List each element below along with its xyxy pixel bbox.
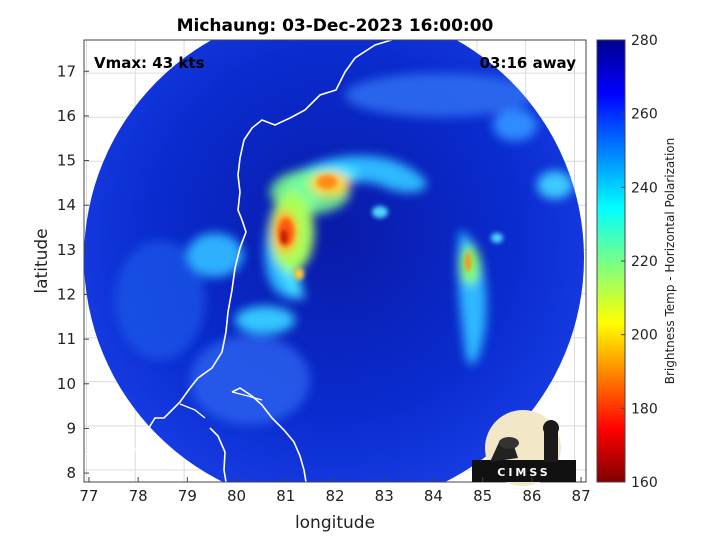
colorbar-tick-label: 200 (631, 328, 658, 344)
colorbar-tick-label: 220 (631, 254, 658, 270)
coastline (84, 40, 395, 467)
y-tick-label: 9 (66, 419, 76, 437)
x-tick-label: 85 (473, 487, 492, 505)
y-axis-label: latitude (32, 228, 52, 293)
colorbar-gradient (596, 39, 626, 483)
y-tick-label: 15 (57, 152, 76, 170)
x-tick-label: 87 (572, 487, 591, 505)
cimss-logo: CIMSS (472, 410, 576, 486)
x-tick-label: 83 (375, 487, 394, 505)
chart-title: Michaung: 03-Dec-2023 16:00:00 (177, 16, 494, 36)
colorbar-label: Brightness Temp - Horizontal Polarizatio… (663, 138, 677, 385)
x-tick-label: 82 (325, 487, 344, 505)
colorbar: 280 260 240 220 200 180 160 Brightness Temp - … (596, 33, 677, 491)
colorbar-tick-label: 160 (631, 475, 658, 491)
y-tick-label: 8 (66, 464, 76, 482)
map-plot-area: Vmax: 43 kts 03:16 away CIMSS (83, 39, 587, 486)
coastline-sri-lanka (231, 387, 307, 482)
brightness-temperature-swath (84, 40, 584, 482)
y-tick-label: 11 (57, 330, 76, 348)
x-tick-label: 79 (178, 487, 197, 505)
colorbar-tick-label: 180 (631, 401, 658, 417)
y-tick-label: 16 (57, 107, 76, 125)
x-axis-label: longitude (295, 513, 375, 533)
colorbar-tick-label: 280 (631, 33, 658, 49)
y-axis-ticks: 8 9 10 11 12 13 14 15 16 17 (57, 62, 89, 482)
colorbar-ticks: 280 260 240 220 200 180 160 (621, 33, 658, 491)
y-tick-label: 13 (57, 241, 76, 259)
colorbar-tick-label: 260 (631, 107, 658, 123)
time-away-label: 03:16 away (480, 54, 577, 72)
vmax-label: Vmax: 43 kts (94, 54, 204, 72)
cimss-logo-text: CIMSS (497, 466, 550, 479)
x-tick-label: 77 (79, 487, 98, 505)
x-tick-label: 84 (424, 487, 443, 505)
y-tick-label: 10 (57, 375, 76, 393)
x-tick-label: 80 (227, 487, 246, 505)
x-tick-label: 86 (522, 487, 541, 505)
y-tick-label: 17 (57, 62, 76, 80)
x-tick-label: 81 (276, 487, 295, 505)
colorbar-tick-label: 240 (631, 180, 658, 196)
y-tick-label: 12 (57, 285, 76, 303)
y-tick-label: 14 (57, 196, 76, 214)
x-axis-ticks: 77 78 79 80 81 82 83 84 85 86 87 (79, 477, 591, 505)
x-tick-label: 78 (129, 487, 148, 505)
